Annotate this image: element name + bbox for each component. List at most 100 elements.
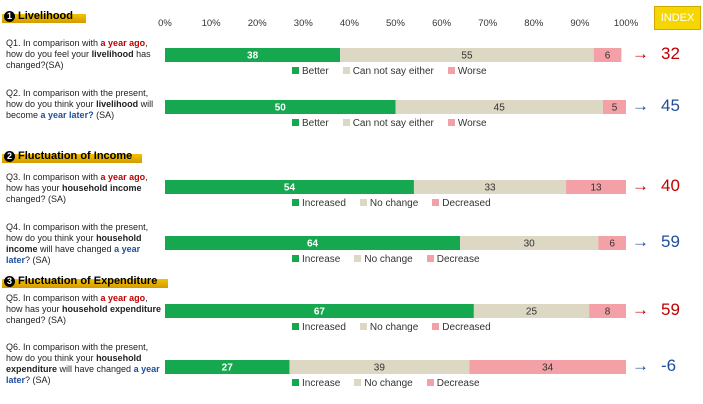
- data-label: 67: [314, 307, 326, 318]
- question-fragment: a year later: [6, 364, 160, 385]
- legend-label: Can not say either: [352, 66, 434, 77]
- bar-segment-no-change: [473, 304, 590, 318]
- question-fragment: changed? (SA): [6, 194, 67, 204]
- bar-segment-worse: [593, 48, 622, 62]
- index-value: → -6: [632, 356, 702, 376]
- index-number: -6: [661, 356, 677, 375]
- question-fragment: , how has your: [6, 293, 148, 314]
- legend-item: Decrease: [426, 378, 480, 389]
- legend-label: Decrease: [436, 254, 480, 265]
- bar-segment-increase: [165, 236, 461, 250]
- legend-swatch: [447, 67, 455, 74]
- question-text: Q6. In comparison with the present, how …: [6, 342, 164, 386]
- legend-label: Decreased: [442, 322, 491, 333]
- legend-item: Worse: [447, 66, 487, 77]
- x-tick-label: 10%: [202, 18, 222, 29]
- bar-segment-can-not-say-either: [395, 100, 603, 114]
- legend-label: Can not say either: [352, 118, 434, 129]
- legend-swatch: [359, 199, 367, 206]
- data-label: 27: [222, 363, 234, 374]
- legend-swatch: [292, 379, 299, 386]
- section-expenditure: 3 Fluctuation of Expenditure: [2, 275, 168, 290]
- x-tick-label: 100%: [614, 18, 639, 29]
- legend-item: No change: [354, 378, 413, 389]
- legend: Increase No change Decrease: [292, 378, 494, 389]
- bar-segment-no-change: [289, 360, 470, 374]
- section-number: 1: [4, 11, 15, 22]
- question-fragment: changed? (SA): [6, 315, 67, 325]
- legend-swatch: [426, 379, 434, 386]
- legend: Increased No change Decreased: [292, 198, 505, 209]
- question-fragment: will have changed: [37, 244, 115, 254]
- bar-segment-increased: [165, 304, 474, 318]
- question-fragment: Q5. In comparison with: [6, 293, 101, 303]
- legend: Better Can not say either Worse: [292, 66, 501, 77]
- data-label: 45: [494, 103, 506, 114]
- index-value: → 59: [632, 232, 702, 252]
- legend-label: No change: [364, 378, 413, 389]
- section-title: Fluctuation of Income: [18, 150, 133, 162]
- bar-segment-no-change: [413, 180, 567, 194]
- x-tick-label: 0%: [158, 18, 172, 29]
- question-fragment: household income: [6, 233, 142, 254]
- legend: Increased No change Decreased: [292, 322, 505, 333]
- legend-item: Increase: [292, 378, 340, 389]
- data-label: 39: [374, 363, 386, 374]
- question-text: Q2. In comparison with the present, how …: [6, 88, 164, 121]
- section-number: 3: [4, 276, 15, 287]
- x-tick-label: 30%: [294, 18, 314, 29]
- bar-segment-decreased: [589, 304, 626, 318]
- legend-label: Increased: [302, 322, 346, 333]
- x-tick-label: 50%: [386, 18, 406, 29]
- bar-segment-increase: [165, 360, 290, 374]
- question-fragment: a year ago: [100, 172, 146, 182]
- legend-swatch: [426, 255, 434, 262]
- question-fragment: , how do you feel your: [6, 38, 148, 59]
- legend-item: Better: [292, 118, 329, 129]
- bar-segment-better: [165, 48, 341, 62]
- question-fragment: a year later: [6, 244, 141, 265]
- legend-label: Worse: [457, 66, 487, 77]
- bar-segment-better: [165, 100, 396, 114]
- bar-segment-increased: [165, 180, 414, 194]
- x-tick-label: 80%: [524, 18, 544, 29]
- legend: Better Can not say either Worse: [292, 118, 501, 129]
- legend-swatch: [354, 255, 362, 262]
- data-label: 6: [609, 239, 615, 250]
- index-value: → 40: [632, 176, 702, 196]
- legend-swatch: [359, 323, 367, 330]
- legend-item: Decreased: [432, 198, 491, 209]
- question-fragment: will have changed: [57, 364, 134, 374]
- data-label: 50: [275, 103, 287, 114]
- index-header: INDEX: [654, 6, 701, 30]
- legend-item: Worse: [447, 118, 487, 129]
- index-number: 32: [661, 44, 680, 63]
- arrow-right-icon: →: [632, 232, 649, 251]
- legend-item: Can not say either: [342, 118, 434, 129]
- index-number: 45: [661, 96, 680, 115]
- question-fragment: (SA): [93, 110, 115, 120]
- section-livelihood: 1 Livelihood: [2, 10, 86, 25]
- section-income: 2 Fluctuation of Income: [2, 150, 142, 165]
- legend-swatch: [432, 323, 440, 330]
- section-number: 2: [4, 151, 15, 162]
- legend-label: Increased: [302, 198, 346, 209]
- legend-item: No change: [359, 198, 418, 209]
- question-fragment: a year later?: [40, 110, 94, 120]
- bar-segment-can-not-say-either: [340, 48, 594, 62]
- legend-label: Better: [302, 66, 329, 77]
- question-text: Q1. In comparison with a year ago, how d…: [6, 38, 164, 71]
- section-title: Livelihood: [18, 10, 73, 22]
- legend-swatch: [432, 199, 440, 206]
- legend-label: Increase: [302, 254, 341, 265]
- question-fragment: will become: [6, 99, 154, 120]
- question-fragment: livelihood: [91, 49, 134, 59]
- bar-segment-decrease: [598, 236, 626, 250]
- data-label: 30: [524, 239, 536, 250]
- legend-label: No change: [364, 254, 413, 265]
- data-label: 6: [605, 51, 611, 62]
- question-fragment: Q6. In comparison with the present, how …: [6, 342, 149, 363]
- section-title: Fluctuation of Expenditure: [18, 275, 158, 287]
- arrow-right-icon: →: [632, 176, 649, 195]
